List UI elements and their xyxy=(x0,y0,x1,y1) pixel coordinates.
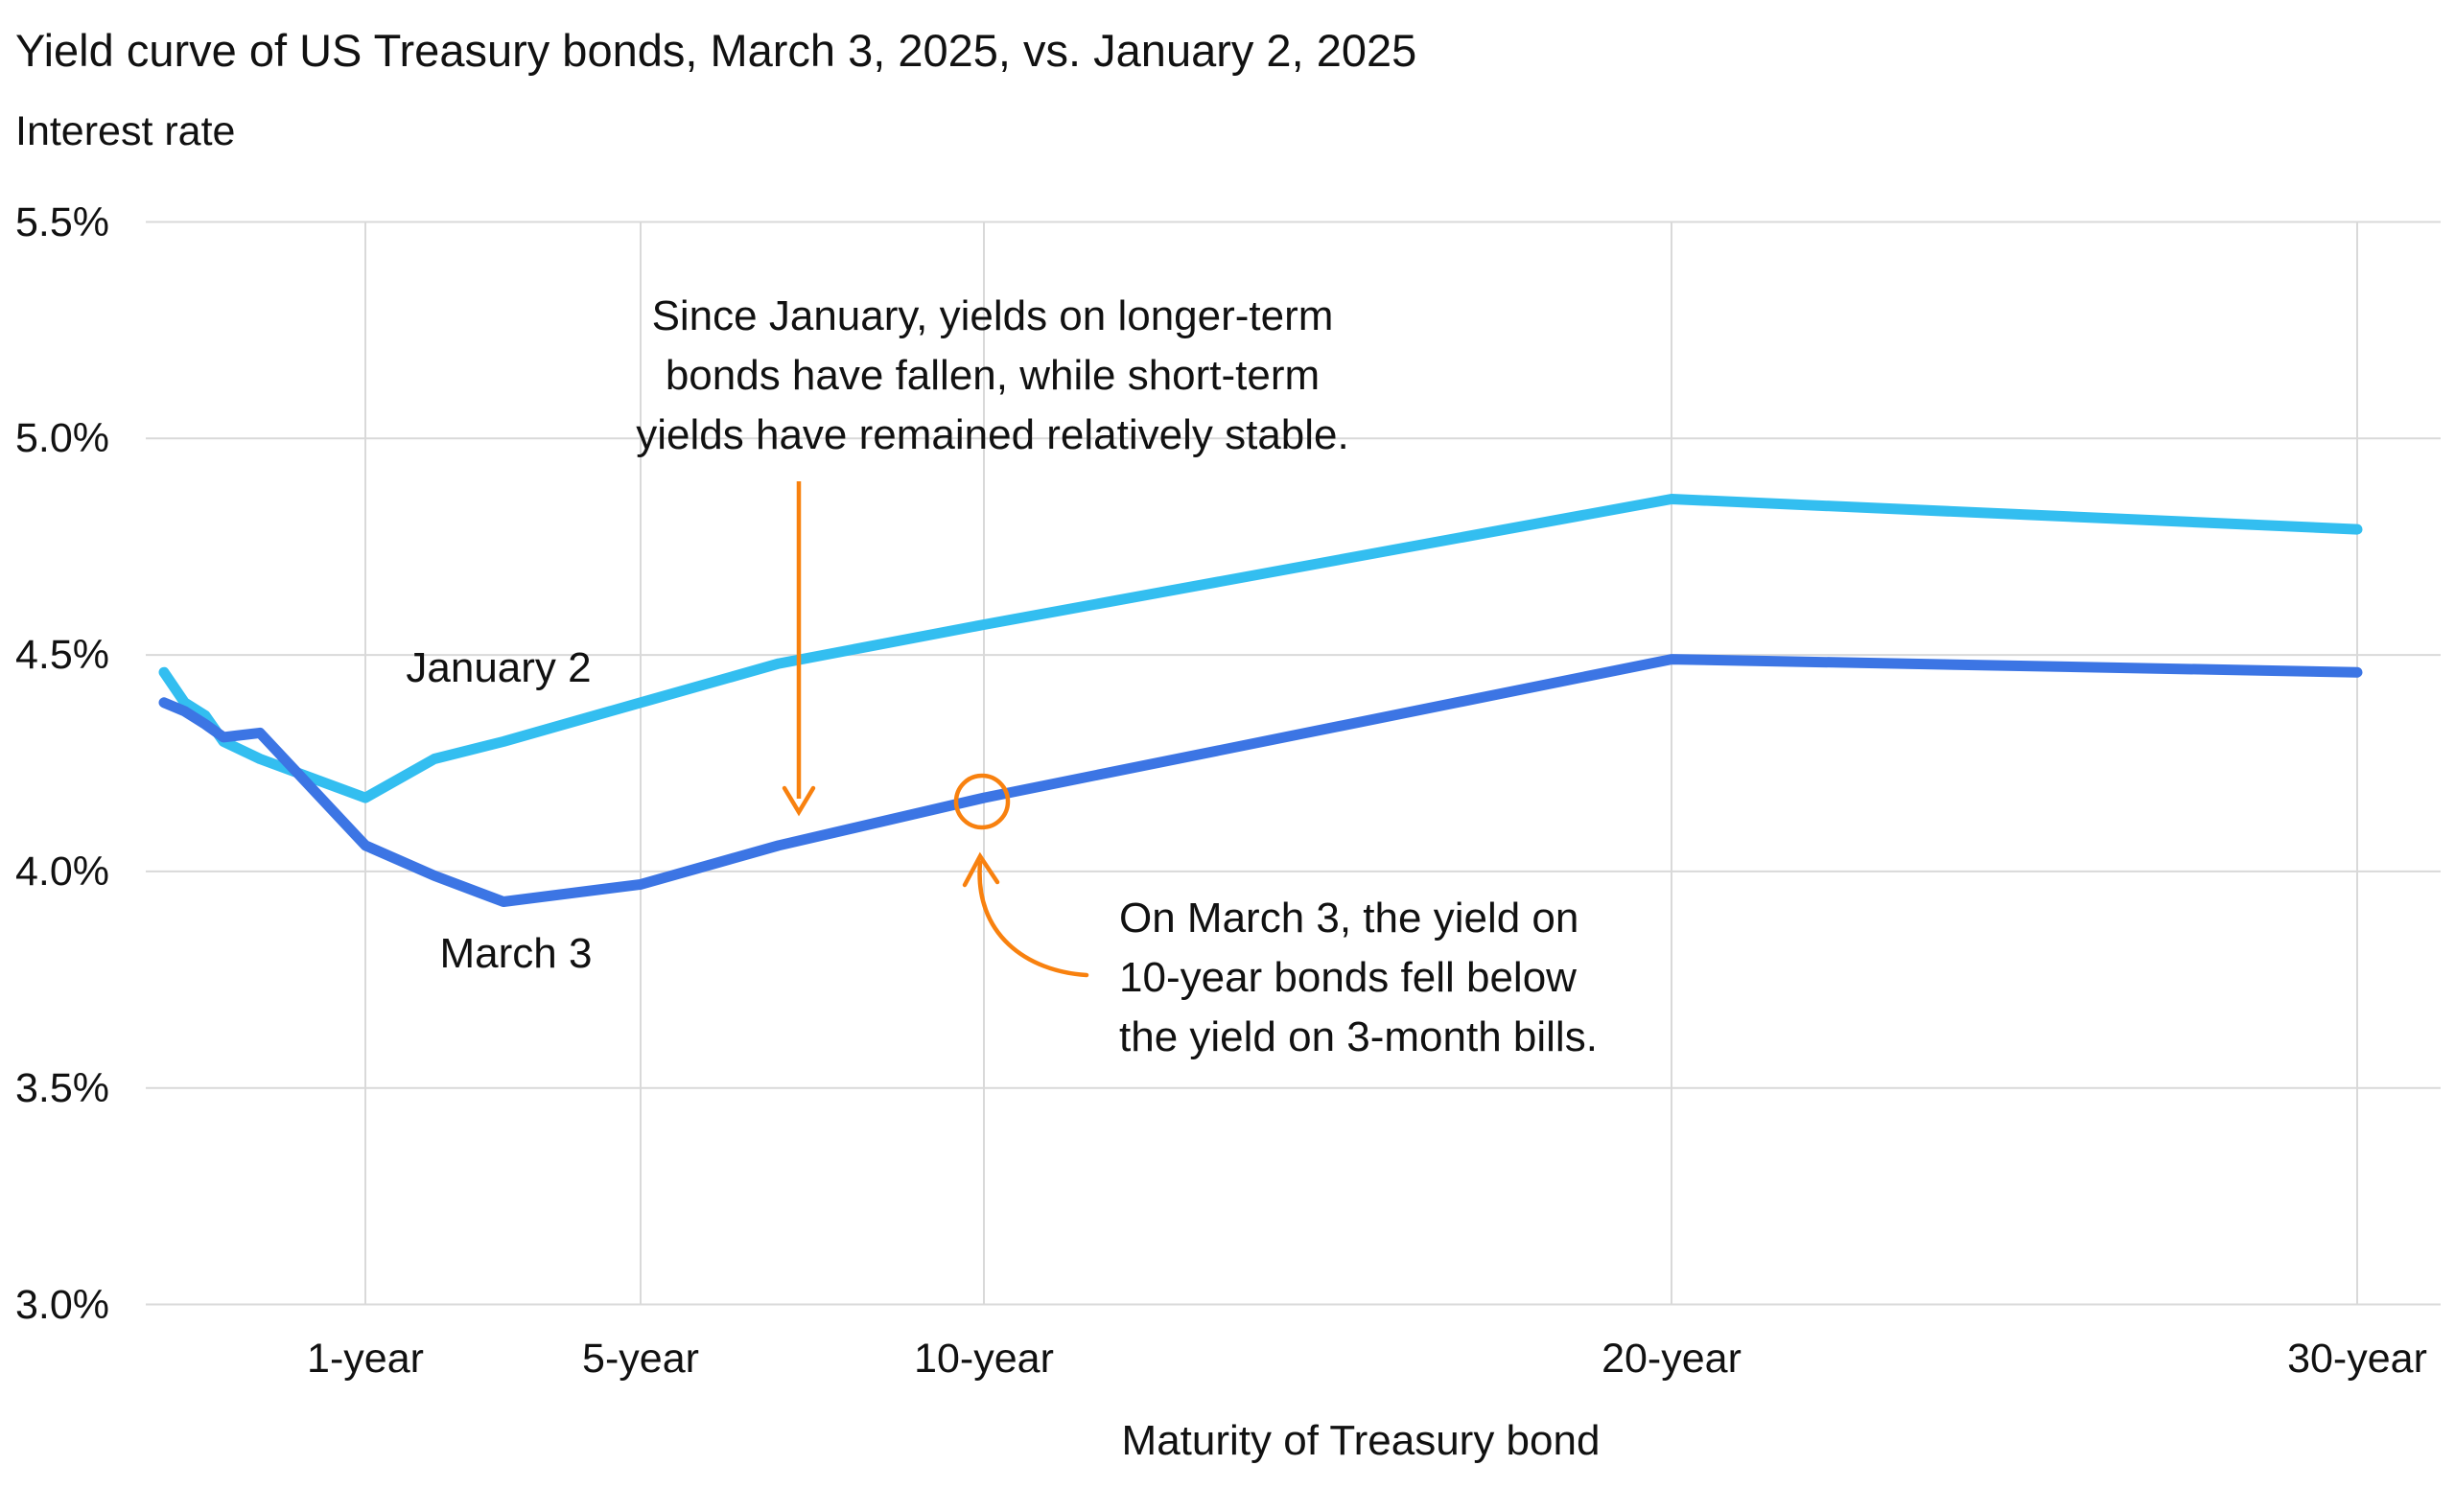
y-axis-title: Interest rate xyxy=(15,108,236,154)
chart-title: Yield curve of US Treasury bonds, March … xyxy=(15,25,1417,76)
series-label-march-3: March 3 xyxy=(439,930,593,977)
x-tick-label: 5-year xyxy=(582,1336,699,1382)
curved-arrow-head-icon xyxy=(962,851,1000,888)
annotation-line: 10-year bonds fell below xyxy=(1119,954,1577,1001)
y-tick-label: 4.0% xyxy=(15,848,110,895)
annotation-line: On March 3, the yield on xyxy=(1119,895,1579,942)
ten-year-highlight-circle xyxy=(953,773,1011,830)
x-axis-title: Maturity of Treasury bond xyxy=(1121,1417,1601,1464)
annotation-10yr: On March 3, the yield on 10-year bonds f… xyxy=(1119,889,1598,1067)
annotation-line: Since January, yields on longer-term xyxy=(651,292,1334,339)
y-tick-label: 4.5% xyxy=(15,632,110,679)
y-tick-label: 3.5% xyxy=(15,1064,110,1111)
annotation-line: the yield on 3-month bills. xyxy=(1119,1013,1598,1060)
x-tick-label: 30-year xyxy=(2287,1336,2427,1382)
annotation-graphics xyxy=(782,481,1089,978)
line-january-2 xyxy=(158,494,2363,803)
annotation-line: yields have remained relatively stable. xyxy=(636,411,1349,458)
down-arrow-head-icon xyxy=(782,785,816,817)
series-lines xyxy=(158,494,2363,907)
line-march-3 xyxy=(158,654,2363,907)
y-tick-label: 5.5% xyxy=(15,198,110,245)
x-tick-label: 1-year xyxy=(307,1336,424,1382)
y-tick-label: 3.0% xyxy=(15,1281,110,1328)
x-tick-label: 10-year xyxy=(914,1336,1054,1382)
annotation-long-term: Since January, yields on longer-term bon… xyxy=(636,287,1349,465)
y-tick-label: 5.0% xyxy=(15,415,110,462)
x-tick-label: 20-year xyxy=(1602,1336,1742,1382)
series-label-january-2: January 2 xyxy=(406,644,592,691)
gridlines xyxy=(146,221,2441,1306)
annotation-line: bonds have fallen, while short-term xyxy=(665,352,1321,399)
curved-arrow-shaft xyxy=(977,860,1089,978)
